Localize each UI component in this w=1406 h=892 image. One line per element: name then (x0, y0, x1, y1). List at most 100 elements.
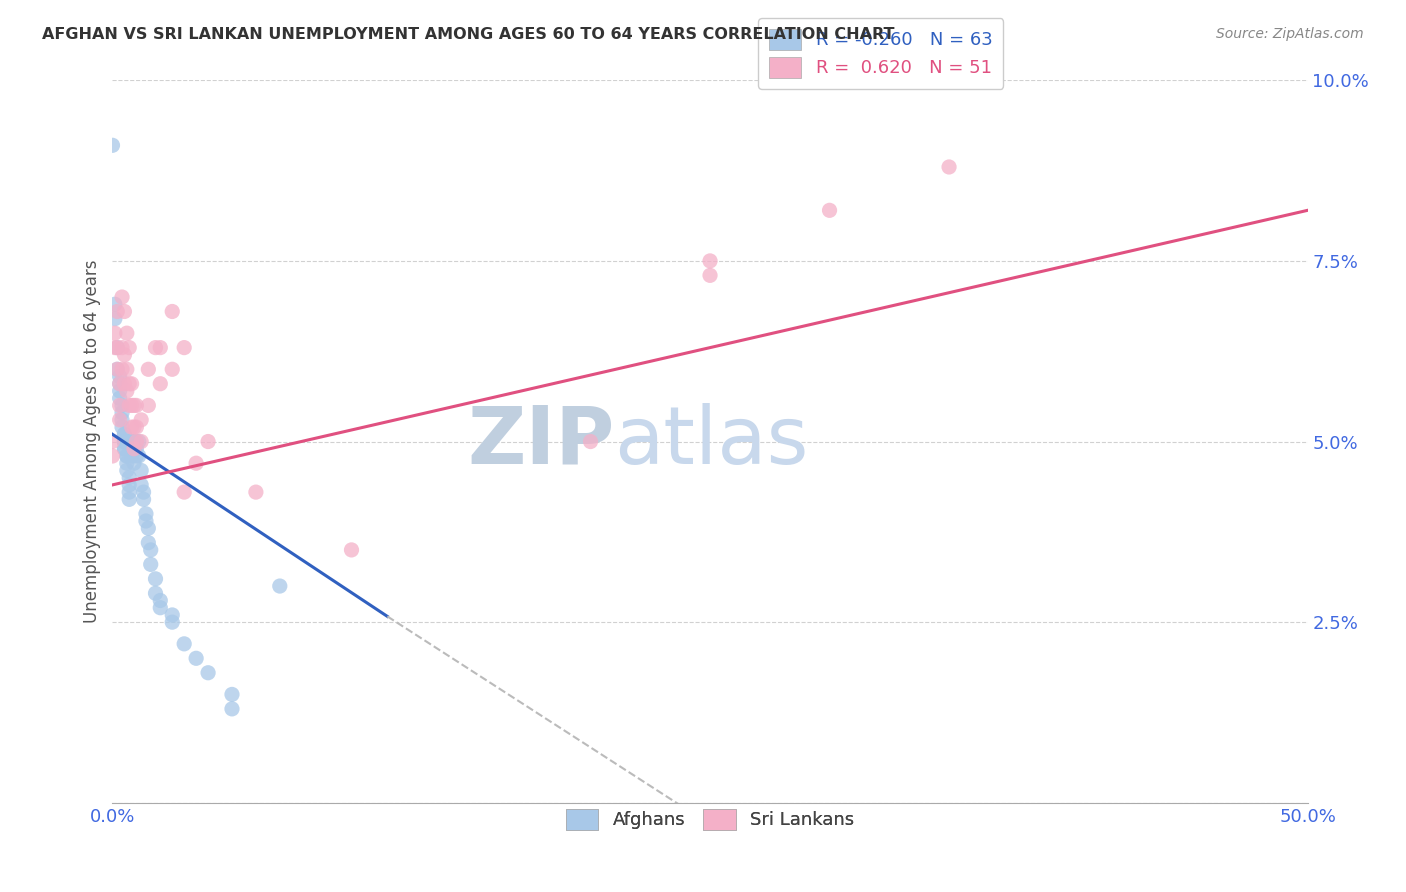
Point (129, 434, 152, 449)
Text: atlas: atlas (614, 402, 808, 481)
Point (118, 398, 141, 412)
Text: AFGHAN VS SRI LANKAN UNEMPLOYMENT AMONG AGES 60 TO 64 YEARS CORRELATION CHART: AFGHAN VS SRI LANKAN UNEMPLOYMENT AMONG … (42, 27, 894, 42)
Point (149, 593, 172, 607)
Point (122, 420, 145, 434)
Point (340, 542, 363, 557)
Point (162, 615, 183, 630)
Point (129, 463, 152, 477)
Point (121, 434, 143, 449)
Point (186, 456, 208, 470)
Point (818, 203, 841, 218)
Point (105, 304, 128, 318)
Point (129, 413, 152, 427)
Point (105, 362, 128, 376)
Point (149, 341, 172, 355)
Point (111, 398, 134, 412)
Point (101, 138, 124, 153)
Point (122, 442, 145, 456)
Point (122, 398, 145, 412)
Point (125, 442, 148, 456)
Point (115, 449, 138, 463)
Point (145, 586, 167, 600)
Point (221, 702, 243, 716)
Point (135, 507, 157, 521)
Point (139, 558, 162, 572)
Point (114, 427, 135, 442)
Point (138, 362, 160, 376)
Point (118, 376, 141, 391)
Point (118, 485, 141, 500)
Point (114, 304, 135, 318)
Point (115, 384, 138, 398)
Point (132, 492, 155, 507)
Point (104, 341, 127, 355)
Point (128, 449, 150, 463)
Point (108, 398, 131, 412)
Point (118, 492, 141, 507)
Point (108, 376, 131, 391)
Point (138, 521, 160, 535)
Point (111, 406, 134, 420)
Point (105, 341, 128, 355)
Point (121, 449, 143, 463)
Point (129, 478, 152, 492)
Point (111, 413, 134, 427)
Point (579, 434, 602, 449)
Point (149, 376, 172, 391)
Point (104, 326, 127, 340)
Point (186, 651, 208, 665)
Point (699, 268, 721, 283)
Point (114, 376, 135, 391)
Point (121, 376, 143, 391)
Point (245, 485, 267, 500)
Point (111, 290, 134, 304)
Point (938, 160, 960, 174)
Point (121, 398, 143, 412)
Point (114, 427, 135, 442)
Point (173, 485, 195, 500)
Point (114, 442, 135, 456)
Point (122, 434, 145, 449)
Point (108, 413, 131, 427)
Point (108, 391, 131, 405)
Point (699, 254, 721, 268)
Point (101, 434, 124, 449)
Point (125, 449, 148, 463)
Point (132, 485, 155, 500)
Point (105, 341, 128, 355)
Point (197, 434, 219, 449)
Point (115, 456, 138, 470)
Point (121, 420, 143, 434)
Point (221, 687, 243, 701)
Point (121, 434, 143, 449)
Point (138, 535, 160, 549)
Point (108, 384, 131, 398)
Point (115, 326, 138, 340)
Legend: Afghans, Sri Lankans: Afghans, Sri Lankans (558, 802, 862, 837)
Point (101, 449, 124, 463)
Point (139, 542, 162, 557)
Point (111, 362, 134, 376)
Point (111, 420, 134, 434)
Point (114, 434, 135, 449)
Y-axis label: Unemployment Among Ages 60 to 64 years: Unemployment Among Ages 60 to 64 years (83, 260, 101, 624)
Point (108, 369, 131, 384)
Point (115, 362, 138, 376)
Point (125, 398, 148, 412)
Point (135, 514, 157, 528)
Point (149, 600, 172, 615)
Point (118, 478, 141, 492)
Point (162, 607, 183, 622)
Point (104, 311, 127, 326)
Point (162, 362, 183, 376)
Point (269, 579, 291, 593)
Point (138, 398, 160, 412)
Point (118, 471, 141, 485)
Point (173, 341, 195, 355)
Point (114, 348, 135, 362)
Point (162, 304, 183, 318)
Point (111, 341, 134, 355)
Point (145, 341, 167, 355)
Point (114, 434, 135, 449)
Point (114, 442, 135, 456)
